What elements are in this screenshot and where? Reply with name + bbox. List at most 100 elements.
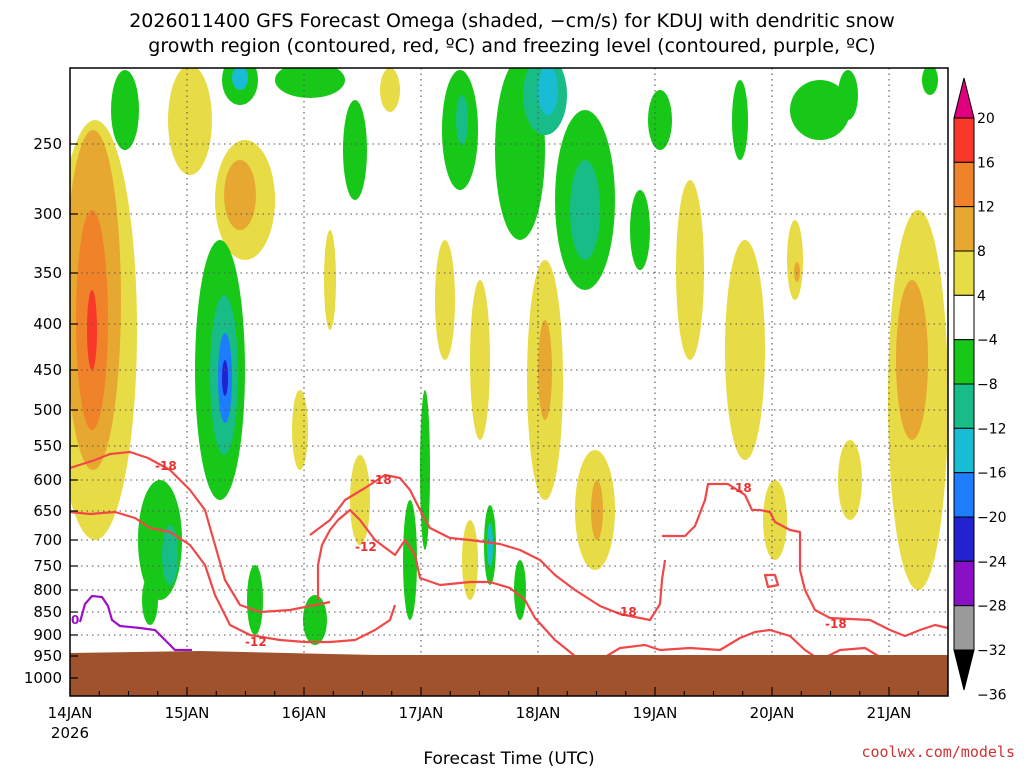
y-tick-label: 950 bbox=[33, 647, 62, 665]
omega-blob bbox=[87, 290, 97, 370]
y-tick-label: 300 bbox=[33, 205, 62, 223]
omega-blob bbox=[630, 190, 650, 270]
colorbar-swatch bbox=[953, 339, 975, 385]
omega-blob bbox=[224, 160, 256, 230]
y-tick-label: 650 bbox=[33, 502, 62, 520]
omega-blob bbox=[487, 523, 493, 567]
omega-blob bbox=[725, 240, 765, 460]
omega-blob bbox=[292, 390, 308, 470]
y-tick-label: 700 bbox=[33, 531, 62, 549]
y-tick-label: 750 bbox=[33, 557, 62, 575]
y-tick-label: 1000 bbox=[24, 669, 62, 687]
omega-blob bbox=[247, 565, 263, 635]
y-tick-label: 550 bbox=[33, 437, 62, 455]
colorbar-tick-label: −20 bbox=[977, 510, 1007, 526]
omega-blob bbox=[794, 262, 800, 282]
colorbar-tick-label: −32 bbox=[977, 643, 1007, 659]
y-tick-label: 800 bbox=[33, 581, 62, 599]
y-tick-label: 900 bbox=[33, 626, 62, 644]
omega-blob bbox=[570, 160, 600, 260]
colorbar-tick-label: −12 bbox=[977, 421, 1007, 437]
omega-blob bbox=[922, 68, 938, 95]
colorbar-tick-label: 4 bbox=[977, 288, 986, 304]
colorbar-swatch bbox=[953, 206, 975, 252]
y-tick-label: 600 bbox=[33, 471, 62, 489]
colorbar-tick-label: 12 bbox=[977, 200, 995, 216]
contour-label: -18 bbox=[155, 459, 177, 473]
contour-minus18 bbox=[70, 450, 331, 614]
omega-blob bbox=[676, 180, 704, 360]
freezing-level-label: 0 bbox=[71, 613, 79, 627]
x-year-label: 2026 bbox=[51, 724, 89, 742]
omega-blob bbox=[538, 68, 558, 115]
contour-labels: -18 -18 -12 -12 -18 -18 -18 0 bbox=[71, 459, 847, 649]
y-tick-label: 500 bbox=[33, 401, 62, 419]
colorbar-swatch bbox=[953, 294, 975, 341]
colorbar-tick-label: 8 bbox=[977, 244, 986, 260]
dgz-contours bbox=[70, 450, 948, 662]
colorbar-swatch bbox=[953, 250, 975, 296]
omega-blob bbox=[462, 520, 478, 600]
colorbar-top-arrow bbox=[953, 77, 975, 119]
y-tick-label: 250 bbox=[33, 135, 62, 153]
colorbar-tick-label: −8 bbox=[977, 377, 998, 393]
y-axis: 250 300 350 400 450 500 550 600 650 700 750 800 850 9… bbox=[24, 135, 78, 687]
chart-title-line1: 2026011400 GFS Forecast Omega (shaded, −… bbox=[129, 10, 895, 32]
contour-label: -12 bbox=[355, 540, 377, 554]
colorbar-swatch bbox=[953, 383, 975, 429]
colorbar-tick-label: 20 bbox=[977, 111, 995, 127]
contour-label: -18 bbox=[730, 481, 752, 495]
omega-blob bbox=[303, 595, 327, 645]
contour-label: -18 bbox=[615, 605, 637, 619]
colorbar: 20 16 12 8 4 −4 −8 −12 −16 −20 −24 −28 −32 −36 bbox=[953, 77, 1007, 703]
contour-minus12 bbox=[316, 508, 581, 661]
omega-blob bbox=[350, 455, 370, 545]
colorbar-tick-label: −24 bbox=[977, 554, 1007, 570]
x-tick-label: 16JAN bbox=[282, 704, 327, 722]
colorbar-swatch bbox=[953, 161, 975, 208]
x-tick-label: 19JAN bbox=[633, 704, 678, 722]
colorbar-swatch bbox=[953, 427, 975, 474]
x-tick-label: 18JAN bbox=[516, 704, 561, 722]
omega-blob bbox=[896, 280, 928, 440]
contour-minus18 bbox=[763, 573, 780, 589]
ground-top-edge bbox=[70, 651, 948, 662]
omega-blob bbox=[420, 390, 430, 550]
credit-text: coolwx.com/models bbox=[861, 743, 1015, 761]
omega-blob bbox=[168, 68, 212, 175]
omega-blob bbox=[470, 280, 490, 440]
contour-minus12 bbox=[70, 510, 397, 644]
x-axis-title: Forecast Time (UTC) bbox=[423, 749, 594, 768]
colorbar-tick-label: 16 bbox=[977, 155, 995, 171]
colorbar-swatch bbox=[953, 605, 975, 651]
y-tick-label: 350 bbox=[33, 264, 62, 282]
colorbar-swatch bbox=[953, 516, 975, 562]
omega-blob bbox=[732, 80, 748, 160]
omega-blob bbox=[324, 230, 336, 330]
y-tick-label: 400 bbox=[33, 315, 62, 333]
colorbar-tick-label: −16 bbox=[977, 466, 1007, 482]
omega-blob bbox=[790, 80, 850, 140]
contour-label: -18 bbox=[370, 473, 392, 487]
omega-blob bbox=[343, 100, 367, 200]
x-tick-label: 21JAN bbox=[867, 704, 912, 722]
chart-title-line2: growth region (contoured, red, ºC) and f… bbox=[148, 35, 875, 57]
omega-blob bbox=[380, 68, 400, 112]
y-tick-label: 850 bbox=[33, 603, 62, 621]
colorbar-swatch bbox=[953, 117, 975, 163]
omega-blob bbox=[538, 320, 552, 420]
omega-blob bbox=[111, 70, 139, 150]
omega-blob bbox=[456, 95, 468, 145]
x-tick-label: 14JAN bbox=[48, 704, 93, 722]
omega-shading bbox=[70, 68, 948, 645]
colorbar-tick-label: −36 bbox=[977, 687, 1007, 703]
omega-blob bbox=[838, 70, 858, 120]
colorbar-bottom-arrow bbox=[953, 649, 975, 691]
colorbar-swatch bbox=[953, 560, 975, 607]
omega-blob bbox=[787, 220, 803, 300]
omega-blob bbox=[275, 68, 345, 98]
omega-blob bbox=[591, 480, 603, 540]
omega-blob bbox=[514, 560, 526, 620]
omega-blob bbox=[648, 90, 672, 150]
